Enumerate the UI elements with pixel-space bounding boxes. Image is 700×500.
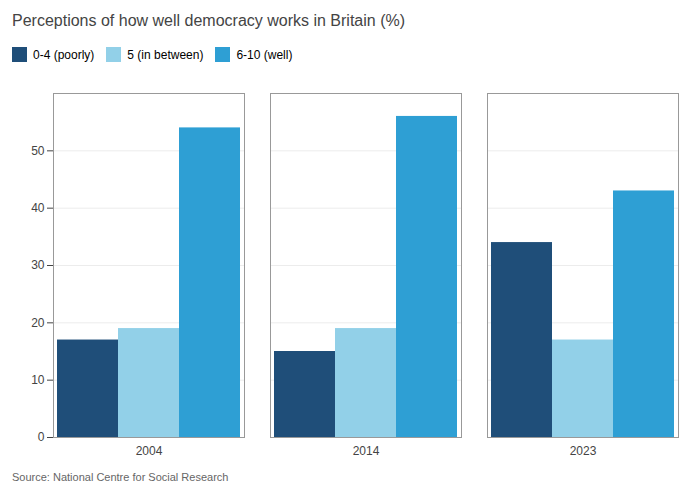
svg-text:2023: 2023 — [570, 444, 597, 458]
svg-text:10: 10 — [31, 373, 45, 387]
html-text:Perceptions of how well democr: Perceptions of how well democracy works … — [12, 12, 405, 29]
svg-text:30: 30 — [31, 258, 45, 272]
svg-text:40: 40 — [31, 201, 45, 215]
html-text:6-10 (well): 6-10 (well) — [236, 47, 293, 62]
html-text:5 (in between): 5 (in between) — [127, 47, 204, 62]
html-text:0-4 (poorly): 0-4 (poorly) — [33, 47, 95, 62]
svg-text:2014: 2014 — [353, 444, 380, 458]
html-text:Source: National Centre for So: Source: National Centre for Social Resea… — [12, 471, 229, 483]
svg-text:50: 50 — [31, 144, 45, 158]
svg-text:2004: 2004 — [136, 444, 163, 458]
svg-text:0: 0 — [38, 430, 45, 444]
svg-text:20: 20 — [31, 316, 45, 330]
